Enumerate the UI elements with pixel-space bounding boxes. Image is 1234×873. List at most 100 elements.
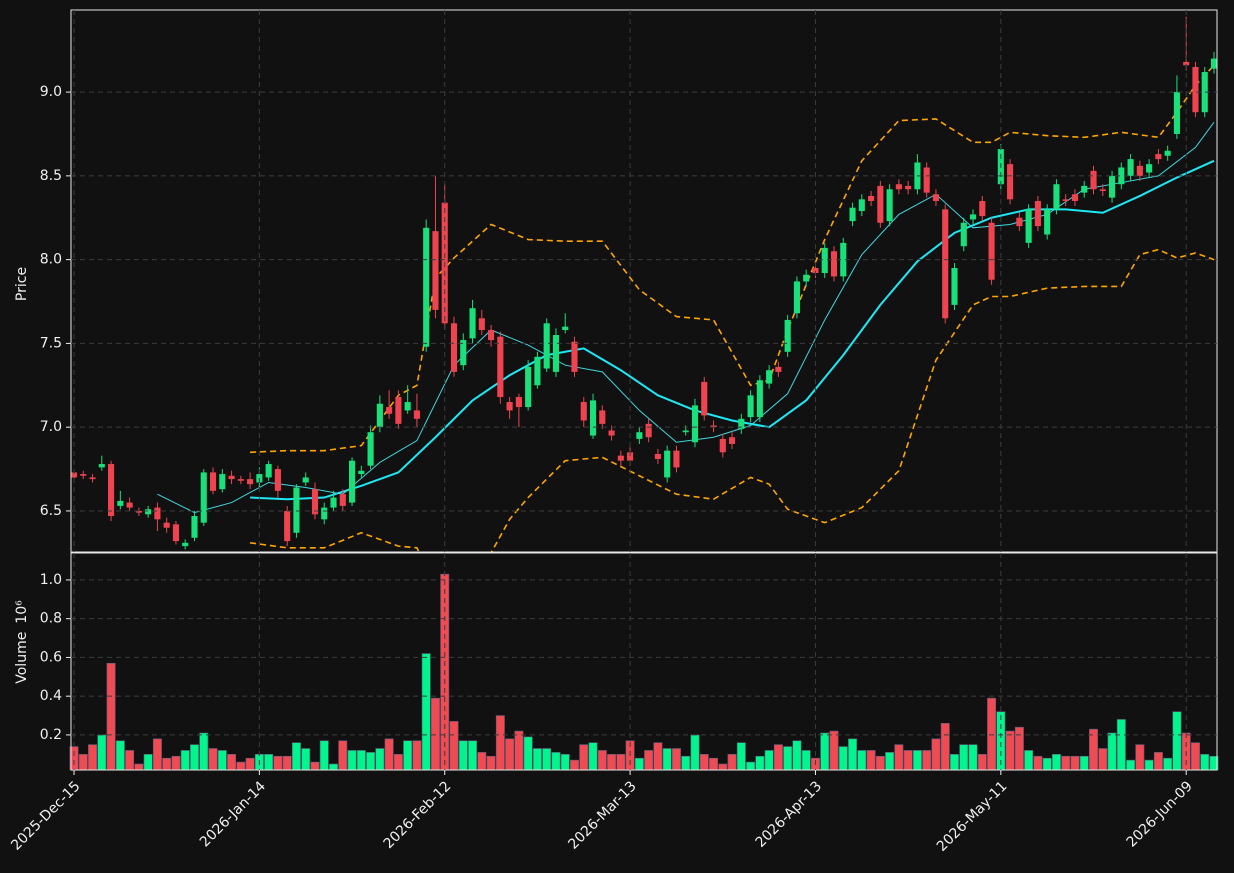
volume-bar <box>977 754 987 771</box>
candle-body <box>1183 61 1190 66</box>
candle-body <box>571 341 578 372</box>
volume-bar <box>310 761 320 771</box>
candle-body <box>654 453 661 460</box>
volume-bar <box>560 754 570 771</box>
volume-bar <box>217 750 227 771</box>
candle-body <box>1071 194 1079 201</box>
volume-bar <box>875 755 885 771</box>
candle-body <box>793 281 800 314</box>
volume-bar <box>783 746 793 771</box>
candle-body <box>228 475 235 480</box>
candle-body <box>172 524 180 542</box>
volume-bar <box>1005 730 1015 771</box>
candle-body <box>135 510 142 513</box>
volume-bar <box>1144 759 1154 771</box>
volume-bar <box>115 740 125 771</box>
candle-body <box>506 402 513 411</box>
volume-bar <box>347 750 357 771</box>
volume-bar <box>838 746 848 771</box>
candle-body <box>784 319 791 352</box>
volume-axis-label: Volume 10⁶ <box>14 600 30 684</box>
volume-bar <box>736 742 746 771</box>
candle-body <box>691 405 699 443</box>
candle-body <box>1146 164 1153 173</box>
y-tick-label: 6.5 <box>40 503 62 519</box>
candle-body <box>895 184 902 190</box>
volume-bar <box>866 750 876 771</box>
volume-bar <box>542 748 552 771</box>
candle-body <box>108 464 115 516</box>
volume-bar <box>848 738 858 771</box>
volume-bar <box>245 757 255 771</box>
candle-body <box>803 274 810 282</box>
candle-body <box>191 515 198 538</box>
volume-bar <box>755 755 765 771</box>
candle-body <box>302 477 309 483</box>
volume-bar <box>505 738 515 771</box>
volume-bar <box>1033 755 1043 771</box>
candle-body <box>951 268 958 305</box>
candle-body <box>682 430 689 433</box>
candle-body <box>117 500 124 506</box>
volume-bar <box>773 744 783 771</box>
candle-body <box>423 227 430 347</box>
candle-body <box>840 242 847 277</box>
volume-bar <box>718 763 728 771</box>
volume-bar <box>1153 752 1163 771</box>
candle-body <box>163 522 170 528</box>
volume-bar <box>903 750 913 771</box>
volume-bar <box>356 750 366 771</box>
volume-bar <box>1126 759 1136 771</box>
candle-body <box>1007 164 1014 200</box>
volume-bar <box>1190 742 1200 771</box>
volume-bar <box>894 744 904 771</box>
candle-body <box>627 452 634 461</box>
volume-bar <box>384 738 394 771</box>
volume-bar <box>468 740 478 771</box>
volume-bar <box>375 748 385 771</box>
volume-bar <box>671 748 681 771</box>
volume-bar <box>1061 755 1071 771</box>
volume-bar <box>570 759 579 771</box>
candle-body <box>404 402 411 411</box>
y-tick-label: 1.0 <box>40 572 62 588</box>
candle-body <box>645 423 652 438</box>
candle-body <box>515 397 522 408</box>
candle-body <box>386 407 393 414</box>
volume-bar <box>291 742 301 771</box>
volume-bar <box>532 748 542 771</box>
volume-bar <box>1163 757 1173 771</box>
candle-body <box>145 509 152 515</box>
volume-bar <box>644 750 654 771</box>
candle-body <box>1016 217 1023 227</box>
candle-body <box>877 185 884 223</box>
candle-body <box>348 460 356 503</box>
candle-body <box>98 464 105 468</box>
volume-offset: 10⁶ <box>14 600 30 624</box>
volume-bar <box>801 750 811 771</box>
candle-body <box>293 487 300 533</box>
volume-bar <box>653 742 663 771</box>
candle-body <box>979 200 986 217</box>
volume-bar <box>690 734 700 771</box>
volume-bar <box>1135 744 1145 771</box>
candle-body <box>534 356 541 386</box>
candle-body <box>636 432 643 439</box>
volume-bar <box>273 755 283 771</box>
candle-body <box>339 494 346 506</box>
volume-bar <box>449 721 459 771</box>
volume-bar <box>523 736 533 771</box>
candle-body <box>209 472 217 491</box>
volume-bar <box>588 742 598 771</box>
candle-body <box>1127 159 1134 176</box>
candle-body <box>1118 167 1125 185</box>
volume-bar <box>421 653 431 771</box>
candle-body <box>738 418 745 429</box>
volume-bar <box>403 740 413 771</box>
volume-bar <box>1024 750 1034 771</box>
candle-body <box>330 497 337 508</box>
volume-bar <box>199 732 209 771</box>
candle-body <box>664 450 671 478</box>
candle-body <box>960 222 967 247</box>
